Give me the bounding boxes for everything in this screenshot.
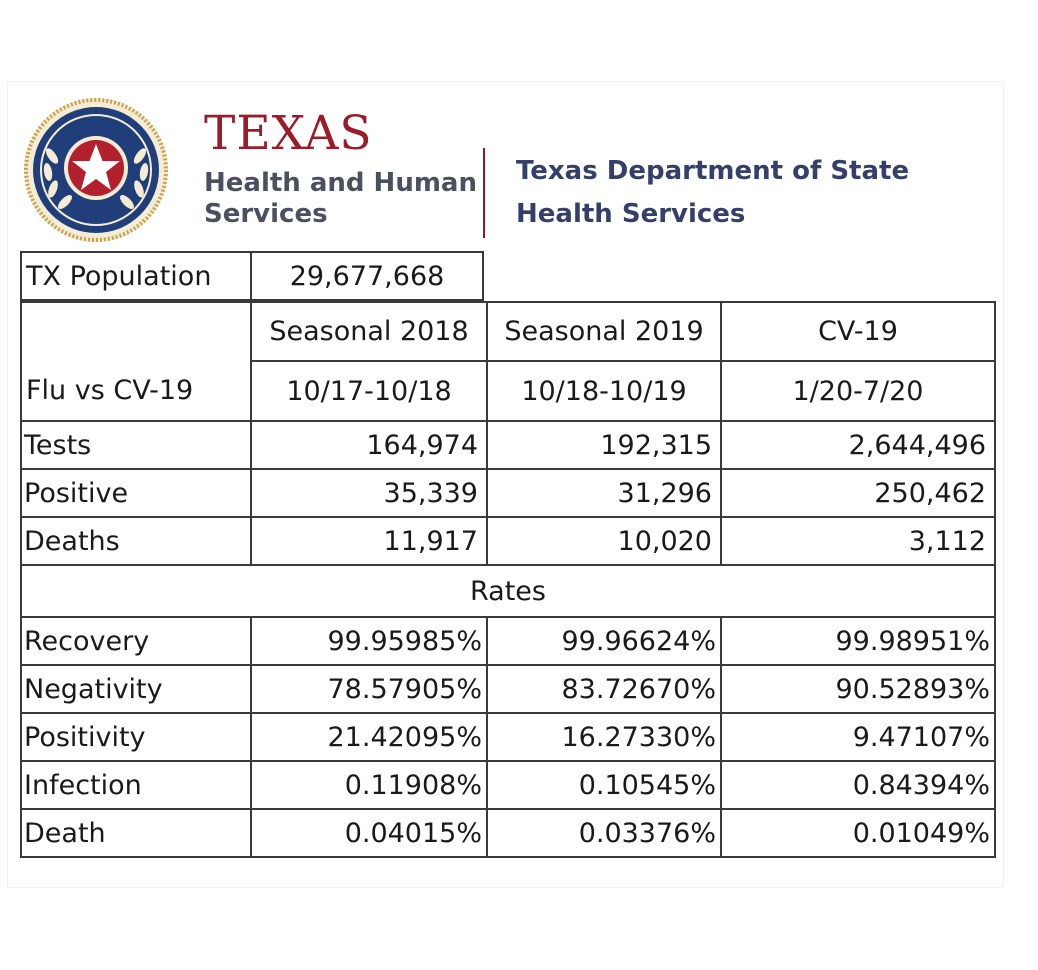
population-label: TX Population xyxy=(20,251,252,301)
cell-value: 164,974 xyxy=(250,420,488,470)
cell-value: 3,112 xyxy=(720,516,996,566)
rate-label: Death xyxy=(20,808,252,858)
table-row: Tests 164,974 192,315 2,644,496 xyxy=(20,420,996,470)
cell-value: 2,644,496 xyxy=(720,420,996,470)
rate-label: Recovery xyxy=(20,616,252,666)
org-subtitle-line1: Health and Human xyxy=(204,168,477,198)
column-header-period: 10/18-10/19 xyxy=(486,360,722,422)
rate-value: 99.95985% xyxy=(250,616,488,666)
rates-title-row: Rates xyxy=(20,564,996,618)
rate-row: Infection 0.11908% 0.10545% 0.84394% xyxy=(20,760,996,810)
rate-value: 99.96624% xyxy=(486,616,722,666)
rate-value: 16.27330% xyxy=(486,712,722,762)
rate-row: Positivity 21.42095% 16.27330% 9.47107% xyxy=(20,712,996,762)
rate-label: Infection xyxy=(20,760,252,810)
rates-title: Rates xyxy=(20,564,996,618)
column-header-name: Seasonal 2019 xyxy=(486,301,722,362)
population-table: TX Population 29,677,668 xyxy=(20,251,484,301)
rate-row: Death 0.04015% 0.03376% 0.01049% xyxy=(20,808,996,858)
cell-value: 11,917 xyxy=(250,516,488,566)
cell-value: 10,020 xyxy=(486,516,722,566)
corner-label: Flu vs CV-19 xyxy=(20,361,252,422)
column-header-name: Seasonal 2018 xyxy=(250,301,488,362)
document-card: TEXAS Health and Human Services Texas De… xyxy=(8,82,1003,887)
cell-value: 192,315 xyxy=(486,420,722,470)
rate-value: 99.98951% xyxy=(720,616,996,666)
rate-value: 83.72670% xyxy=(486,664,722,714)
rate-value: 0.04015% xyxy=(250,808,488,858)
cell-value: 35,339 xyxy=(250,468,488,518)
cell-value: 250,462 xyxy=(720,468,996,518)
org-subtitle-line2: Services xyxy=(204,199,328,229)
org-subtitle: Health and Human Services xyxy=(204,168,477,230)
column-header-period: 1/20-7/20 xyxy=(720,360,996,422)
header-row-periods: Flu vs CV-19 10/17-10/18 10/18-10/19 1/2… xyxy=(20,360,996,422)
header-row-names: Seasonal 2018 Seasonal 2019 CV-19 xyxy=(20,301,996,362)
population-value: 29,677,668 xyxy=(250,251,484,301)
dept-line1: Texas Department of State xyxy=(516,156,910,186)
rate-label: Positivity xyxy=(20,712,252,762)
rate-row: Recovery 99.95985% 99.96624% 99.98951% xyxy=(20,616,996,666)
rate-value: 90.52893% xyxy=(720,664,996,714)
cell-value: 31,296 xyxy=(486,468,722,518)
header-divider xyxy=(483,148,485,238)
dept-name: Texas Department of State Health Service… xyxy=(516,150,909,236)
rate-value: 0.84394% xyxy=(720,760,996,810)
texas-star-seal-icon xyxy=(24,98,168,242)
population-row: TX Population 29,677,668 xyxy=(20,251,484,301)
row-label: Tests xyxy=(20,420,252,470)
org-title: TEXAS xyxy=(204,106,373,161)
corner-cell-top xyxy=(20,301,252,361)
dept-line2: Health Services xyxy=(516,199,746,229)
rate-row: Negativity 78.57905% 83.72670% 90.52893% xyxy=(20,664,996,714)
rate-value: 0.11908% xyxy=(250,760,488,810)
rate-label: Negativity xyxy=(20,664,252,714)
row-label: Deaths xyxy=(20,516,252,566)
rate-value: 0.01049% xyxy=(720,808,996,858)
table-row: Positive 35,339 31,296 250,462 xyxy=(20,468,996,518)
rate-value: 9.47107% xyxy=(720,712,996,762)
column-header-name: CV-19 xyxy=(720,301,996,362)
comparison-table: Seasonal 2018 Seasonal 2019 CV-19 Flu vs… xyxy=(20,301,996,858)
rate-value: 78.57905% xyxy=(250,664,488,714)
rate-value: 21.42095% xyxy=(250,712,488,762)
table-row: Deaths 11,917 10,020 3,112 xyxy=(20,516,996,566)
column-header-period: 10/17-10/18 xyxy=(250,360,488,422)
rate-value: 0.10545% xyxy=(486,760,722,810)
rate-value: 0.03376% xyxy=(486,808,722,858)
row-label: Positive xyxy=(20,468,252,518)
